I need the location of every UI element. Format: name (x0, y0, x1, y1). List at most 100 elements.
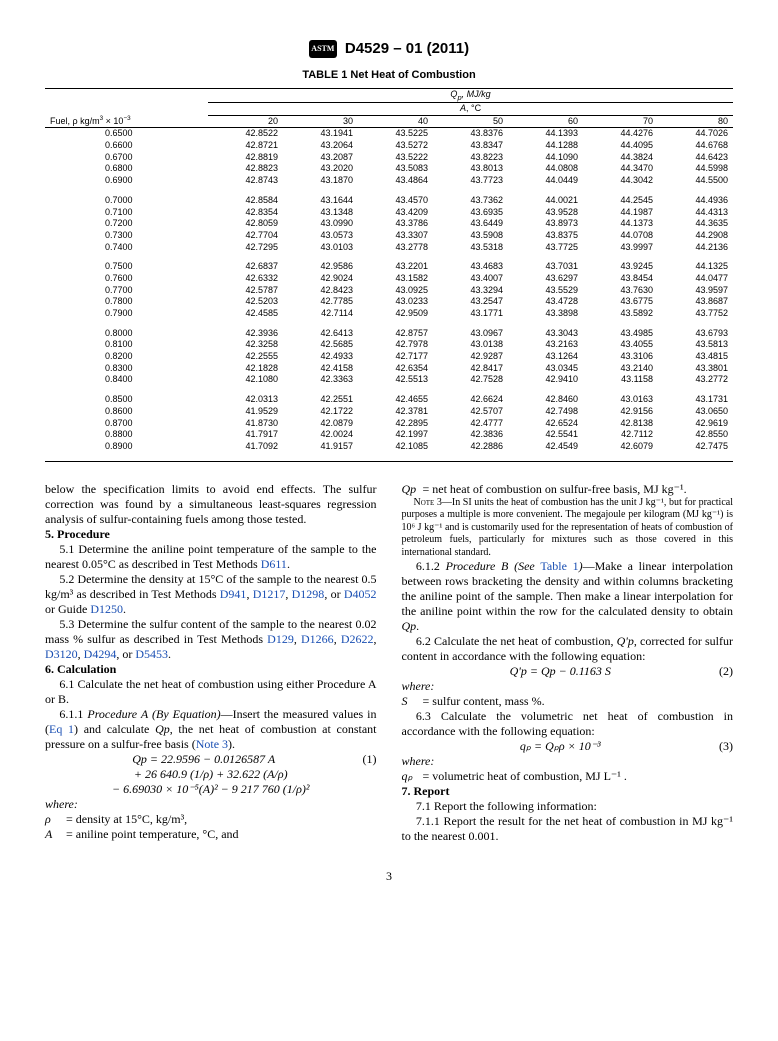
table-row: 0.730042.770443.057343.330743.590843.837… (45, 230, 733, 242)
table-cell: 44.3635 (658, 218, 733, 230)
table-cell: 42.8721 (208, 140, 283, 152)
table-row: 0.670042.881943.208743.522243.822344.109… (45, 152, 733, 164)
table-cell: 42.6413 (283, 328, 358, 340)
fuel-label: Fuel, ρ kg/m3 × 10−3 (45, 103, 208, 128)
table-cell: 42.9586 (283, 261, 358, 273)
table-row: 0.770042.578742.842343.092543.329443.552… (45, 285, 733, 297)
table-cell: 42.5787 (208, 285, 283, 297)
link-table1[interactable]: Table 1 (540, 559, 578, 573)
table-cell: 42.6079 (583, 441, 658, 461)
table-cell: 44.4095 (583, 140, 658, 152)
table-cell: 43.8347 (433, 140, 508, 152)
table-cell: 44.6768 (658, 140, 733, 152)
para-7-1-1: 7.1.1 Report the result for the net heat… (402, 814, 734, 844)
table-cell: 42.6354 (358, 363, 433, 375)
table-cell: 41.8730 (208, 418, 283, 430)
table-cell: 43.9997 (583, 242, 658, 262)
table-cell: 43.1264 (508, 351, 583, 363)
table-cell: 42.8819 (208, 152, 283, 164)
link-d3120[interactable]: D3120 (45, 647, 78, 661)
table-cell: 0.7000 (45, 195, 208, 207)
link-d1298[interactable]: D1298 (292, 587, 325, 601)
table-cell: 42.0024 (283, 429, 358, 441)
table-cell: 42.1997 (358, 429, 433, 441)
table-cell: 42.4158 (283, 363, 358, 375)
table-cell: 43.0163 (583, 394, 658, 406)
table-row: 0.710042.835443.134843.420943.693543.952… (45, 207, 733, 219)
table-cell: 41.7917 (208, 429, 283, 441)
table-cell: 43.1582 (358, 273, 433, 285)
table-cell: 43.6297 (508, 273, 583, 285)
astm-logo: ASTM (309, 40, 337, 58)
link-d941[interactable]: D941 (220, 587, 247, 601)
table-cell: 41.7092 (208, 441, 283, 461)
table-cell: 0.7500 (45, 261, 208, 273)
table-cell: 43.3043 (508, 328, 583, 340)
table-cell: 43.4570 (358, 195, 433, 207)
table-cell: 42.4549 (508, 441, 583, 461)
table-cell: 42.5707 (433, 406, 508, 418)
link-d1250[interactable]: D1250 (90, 602, 123, 616)
table-cell: 0.8100 (45, 339, 208, 351)
table-cell: 44.7026 (658, 128, 733, 140)
a-def: A = aniline point temperature, °C, and (45, 827, 377, 842)
table-cell: 0.8300 (45, 363, 208, 375)
table-cell: 43.5083 (358, 163, 433, 175)
table-row: 0.650042.852243.194143.522543.837644.139… (45, 128, 733, 140)
table-cell: 0.8600 (45, 406, 208, 418)
table-cell: 43.7630 (583, 285, 658, 297)
table-col-header: 50 (433, 115, 508, 128)
table-row: 0.660042.872143.206443.527243.834744.128… (45, 140, 733, 152)
rho-def: ρ = density at 15°C, kg/m³, (45, 812, 377, 827)
link-d4294[interactable]: D4294 (84, 647, 117, 661)
link-d611[interactable]: D611 (261, 557, 287, 571)
para-6-3: 6.3 Calculate the volumetric net heat of… (402, 709, 734, 739)
table-col-header: 40 (358, 115, 433, 128)
table-cell: 43.4985 (583, 328, 658, 340)
table-cell: 41.9157 (283, 441, 358, 461)
link-d5453[interactable]: D5453 (135, 647, 168, 661)
table-cell: 42.8138 (583, 418, 658, 430)
table-row: 0.780042.520342.778543.023343.254743.472… (45, 296, 733, 308)
table-row: 0.830042.182842.415842.635442.841743.034… (45, 363, 733, 375)
link-d129[interactable]: D129 (267, 632, 294, 646)
table-cell: 0.7700 (45, 285, 208, 297)
table-cell: 43.5318 (433, 242, 508, 262)
equation-2: Q'p = Qp − 0.1163 S(2) (402, 664, 734, 679)
table-cell: 43.6775 (583, 296, 658, 308)
table-cell: 0.7800 (45, 296, 208, 308)
table-cell: 43.5529 (508, 285, 583, 297)
table-cell: 43.0573 (283, 230, 358, 242)
para-6-1-2: 6.1.2 Procedure B (See Table 1)—Make a l… (402, 559, 734, 634)
section-5-heading: 5. Procedure (45, 527, 377, 542)
table-cell: 43.9528 (508, 207, 583, 219)
link-d2622[interactable]: D2622 (341, 632, 374, 646)
table-cell: 42.4777 (433, 418, 508, 430)
table-row: 0.790042.458542.711442.950943.177143.389… (45, 308, 733, 328)
table-cell: 43.5908 (433, 230, 508, 242)
table-cell: 43.6449 (433, 218, 508, 230)
table-cell: 0.7400 (45, 242, 208, 262)
link-note3[interactable]: Note 3 (196, 737, 228, 751)
table-cell: 44.4276 (583, 128, 658, 140)
table-cell: 42.3258 (208, 339, 283, 351)
table-row: 0.880041.791742.002442.199742.383642.554… (45, 429, 733, 441)
table-cell: 0.8700 (45, 418, 208, 430)
table-col-header: 60 (508, 115, 583, 128)
note-3: Note 3—In SI units the heat of combustio… (402, 497, 734, 560)
link-d1266[interactable]: D1266 (301, 632, 334, 646)
table-cell: 43.0925 (358, 285, 433, 297)
link-d4052[interactable]: D4052 (344, 587, 377, 601)
table-col-header: 70 (583, 115, 658, 128)
table-cell: 42.6524 (508, 418, 583, 430)
link-d1217[interactable]: D1217 (253, 587, 286, 601)
table-cell: 43.7031 (508, 261, 583, 273)
table-cell: 43.1941 (283, 128, 358, 140)
table-cell: 0.6700 (45, 152, 208, 164)
table-cell: 43.6935 (433, 207, 508, 219)
qp-header: Qp, (450, 89, 464, 99)
link-eq1[interactable]: Eq 1 (49, 722, 74, 736)
table-cell: 42.5203 (208, 296, 283, 308)
table-cell: 42.4585 (208, 308, 283, 328)
table-cell: 42.6624 (433, 394, 508, 406)
